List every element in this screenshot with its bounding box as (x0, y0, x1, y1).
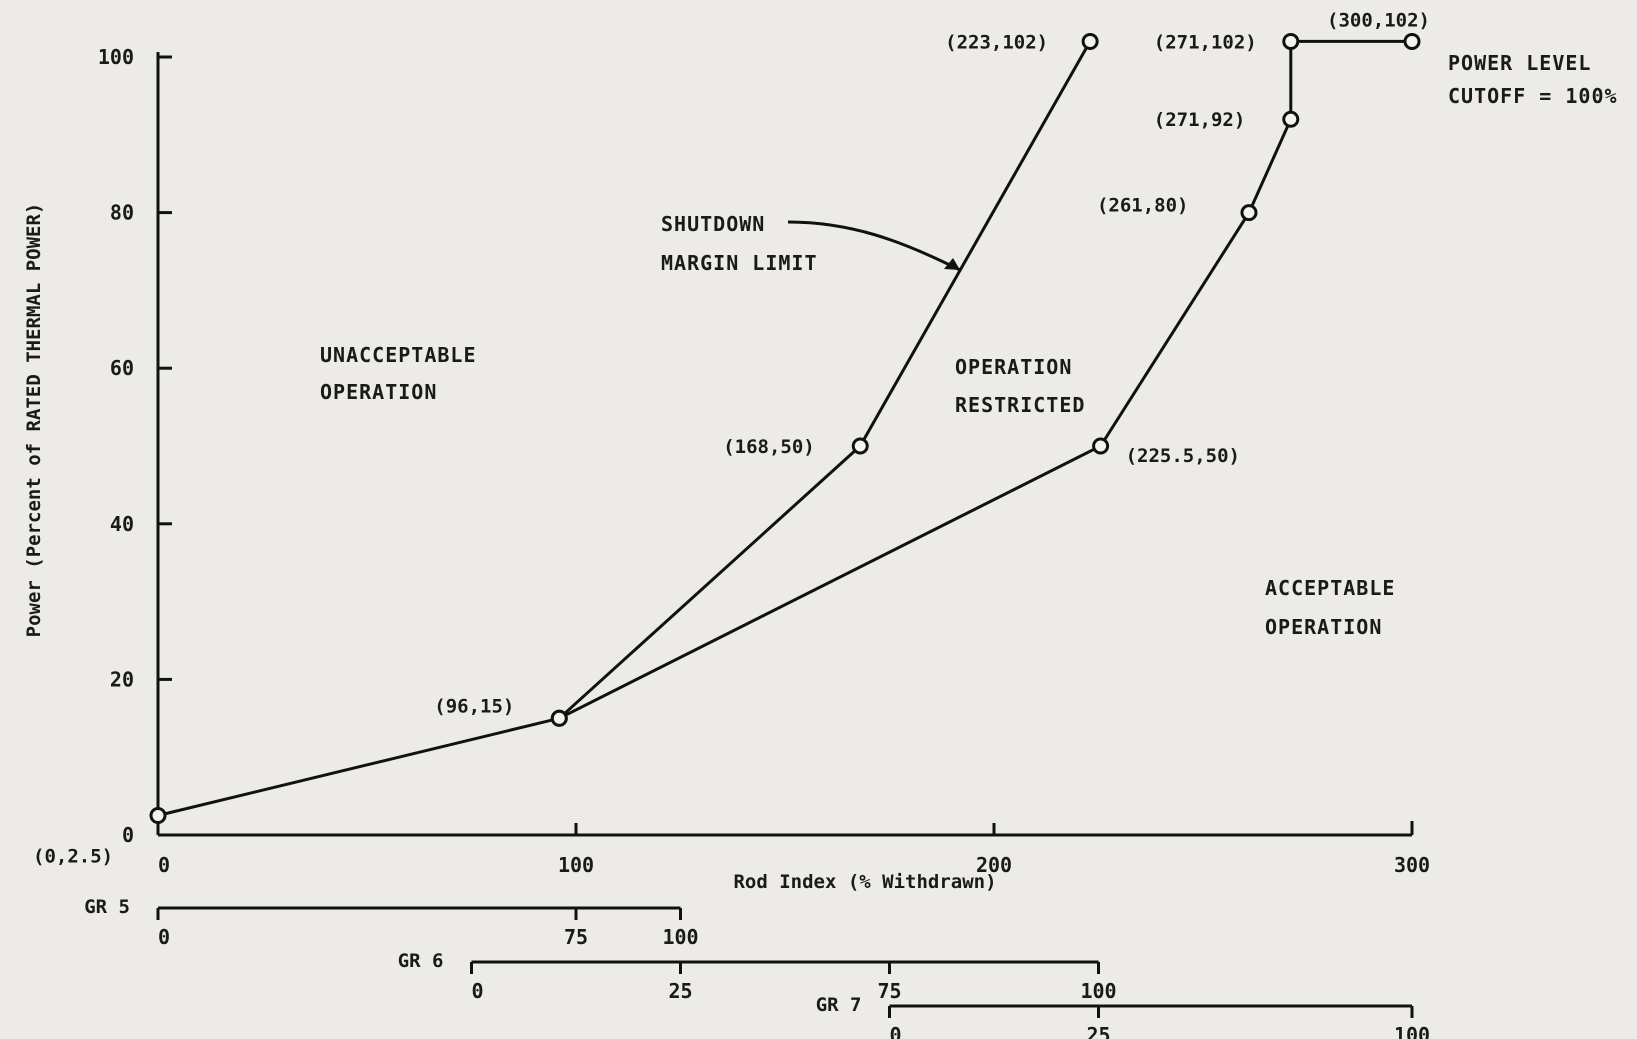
cutoff-label-1: POWER LEVEL (1448, 51, 1591, 75)
group-scale-name: GR 5 (84, 896, 130, 918)
group-scale-tick-label: 100 (662, 925, 698, 949)
group-scale-tick-label: 0 (158, 925, 170, 949)
data-point-label: (225.5,50) (1126, 445, 1240, 467)
group-scale-name: GR 6 (398, 950, 444, 972)
series-line-acceptable-boundary (558, 39, 1412, 720)
data-point-marker (1240, 204, 1258, 222)
shutdown-margin-label-1: SHUTDOWN (661, 212, 765, 236)
group-scale-name: GR 7 (816, 994, 862, 1016)
group-scale-tick-label: 100 (1394, 1023, 1430, 1039)
data-point-marker (1403, 32, 1421, 50)
y-tick-label: 100 (98, 45, 134, 69)
data-point-label: (271,92) (1154, 109, 1246, 131)
y-tick-label: 60 (110, 356, 134, 380)
x-tick-label: 300 (1394, 853, 1430, 877)
data-point-label: (96,15) (434, 695, 514, 717)
group-scale-tick-label: 75 (564, 925, 588, 949)
data-point-label: (168,50) (723, 436, 815, 458)
restricted-region-label-2: RESTRICTED (955, 393, 1085, 417)
data-point-marker (1092, 437, 1110, 455)
data-point-label: (300,102) (1327, 9, 1430, 31)
y-tick-label: 80 (110, 201, 134, 225)
data-point-marker (1282, 32, 1300, 50)
data-point-marker (1282, 110, 1300, 128)
restricted-region-label-1: OPERATION (955, 355, 1072, 379)
data-point-label: (261,80) (1097, 195, 1189, 217)
group-scale-tick-label: 25 (668, 979, 692, 1003)
group-scale-tick-label: 25 (1086, 1023, 1110, 1039)
acceptable-region-label-1: ACCEPTABLE (1265, 576, 1395, 600)
point-labels: (0,2.5) (96,15) (168,50) (223,102) (225.5,50… (33, 9, 1430, 867)
acceptable-region-label-2: OPERATION (1265, 615, 1382, 639)
group-scale-tick-label: 0 (889, 1023, 901, 1039)
data-point-label: (271,102) (1154, 31, 1257, 53)
group-scale-tick-label: 75 (877, 979, 901, 1003)
x-axis-title: Rod Index (% Withdrawn) (733, 871, 996, 893)
shutdown-margin-arrow (787, 220, 961, 272)
cutoff-label-2: CUTOFF = 100% (1448, 84, 1618, 108)
group-scale-tick-label: 100 (1080, 979, 1116, 1003)
data-point-label: (223,102) (945, 31, 1048, 53)
shutdown-margin-label-2: MARGIN LIMIT (661, 251, 818, 275)
data-point-label: (0,2.5) (33, 846, 113, 868)
data-point-marker (550, 709, 568, 727)
x-tick-label: 0 (158, 853, 170, 877)
y-tick-label: 0 (122, 823, 134, 847)
axes: 0 20 40 60 80 100 0 100 200 300 (98, 45, 1430, 877)
data-point-marker (149, 807, 167, 825)
y-tick-label: 40 (110, 512, 134, 536)
x-tick-label: 100 (558, 853, 594, 877)
unacceptable-region-label-2: OPERATION (320, 380, 437, 404)
group-scale-tick-label: 0 (471, 979, 483, 1003)
y-axis-title: Power (Percent of RATED THERMAL POWER) (23, 203, 45, 638)
data-point-marker (1081, 32, 1099, 50)
unacceptable-region-label-1: UNACCEPTABLE (320, 343, 477, 367)
y-tick-label: 20 (110, 667, 134, 691)
x-tick-label: 200 (976, 853, 1012, 877)
shutdown-margin-arrowhead (944, 258, 960, 270)
series (149, 32, 1421, 825)
data-point-marker (851, 437, 869, 455)
series-line-shutdown-margin (157, 40, 1092, 817)
